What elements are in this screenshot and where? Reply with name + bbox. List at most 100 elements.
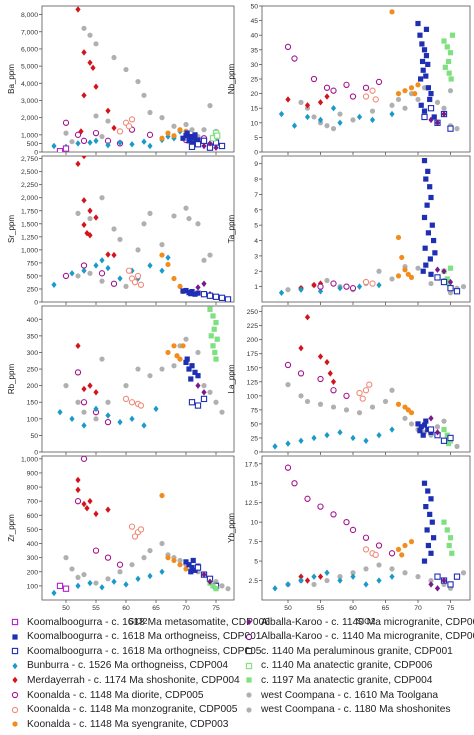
y-axis-label: Nb_ppm [227, 64, 236, 95]
data-point [105, 118, 111, 124]
data-point [93, 389, 99, 396]
data-point [105, 251, 111, 258]
data-point [75, 342, 81, 350]
data-point [427, 105, 435, 112]
legend-marker-icon [12, 633, 18, 640]
y-tick-label: 200 [27, 383, 39, 390]
data-point [363, 581, 369, 588]
data-point [285, 96, 291, 103]
data-point [63, 130, 69, 136]
data-point [75, 476, 81, 484]
data-point [75, 6, 81, 13]
data-point [447, 434, 454, 442]
data-point [194, 141, 202, 148]
data-point [87, 207, 93, 214]
data-point [369, 108, 376, 114]
y-tick-label: 3 [254, 253, 258, 260]
data-point [186, 366, 192, 372]
legend-marker-icon [246, 618, 252, 626]
legend-marker [11, 618, 19, 626]
data-point [291, 480, 298, 487]
data-point [362, 534, 370, 541]
data-point [330, 387, 337, 394]
data-point [80, 456, 88, 462]
legend-item: Koomalboogurra - c. 1618 Ma orthogneiss,… [8, 645, 261, 657]
data-point [425, 542, 431, 549]
data-point [376, 577, 382, 584]
y-tick-label: 750 [27, 260, 39, 267]
data-point [183, 205, 189, 211]
legend-item: Alballa-Karoo - c. 1140 Ma microgranite,… [242, 631, 474, 643]
legend-marker [245, 648, 253, 655]
y-tick-label: 25 [250, 77, 258, 84]
data-point [284, 464, 292, 471]
data-point [343, 519, 350, 526]
data-point [327, 370, 333, 377]
data-point [424, 527, 430, 533]
data-point [207, 389, 213, 395]
data-point [425, 426, 431, 433]
data-point [208, 333, 214, 339]
data-point [324, 577, 330, 584]
data-point [389, 573, 395, 580]
x-tick-label: 70 [182, 605, 190, 612]
data-point [62, 272, 70, 280]
y-tick-label: 600 [27, 513, 39, 520]
data-point [285, 440, 291, 447]
legend-marker-icon [246, 677, 252, 683]
data-point [75, 486, 81, 494]
data-point [330, 105, 337, 112]
legend-label: Koonalda - c. 1148 Ma diorite, CDP005 [27, 689, 204, 701]
data-point [93, 113, 99, 119]
data-point [395, 401, 402, 407]
data-point [399, 254, 405, 261]
y-tick-label: 300 [27, 555, 39, 562]
data-point [440, 437, 448, 444]
legend-marker [12, 677, 18, 684]
data-point [434, 274, 441, 281]
data-point [324, 93, 330, 100]
data-point [424, 202, 430, 208]
data-point [62, 119, 70, 126]
data-point [69, 566, 75, 572]
data-point [99, 133, 105, 140]
x-tick-label: 50 [284, 605, 292, 612]
data-point [317, 283, 324, 290]
legend-marker-icon [11, 706, 19, 713]
data-point [75, 273, 81, 279]
data-point [423, 53, 430, 59]
data-point [75, 399, 81, 405]
data-point [369, 404, 376, 410]
legend-marker-icon [11, 618, 19, 626]
data-point [192, 132, 198, 138]
data-point [81, 500, 87, 508]
legend-label: c. 1140 Ma peraluminous granite, CDP001 [261, 645, 453, 657]
data-point [441, 426, 447, 433]
data-point [428, 194, 434, 201]
data-point [87, 579, 93, 587]
data-point [188, 291, 194, 297]
data-point [417, 32, 423, 38]
data-point [447, 278, 454, 286]
data-point [330, 87, 337, 94]
data-point [81, 156, 87, 160]
data-point [104, 418, 112, 426]
y-tick-label: 2.5 [249, 578, 259, 585]
data-point [304, 577, 311, 584]
y-tick-label: 40 [250, 33, 258, 40]
data-point [171, 557, 177, 564]
data-point [141, 422, 147, 429]
data-point [200, 137, 208, 144]
legend-label: Koomalboogurra - c. 1618 Ma orthogneiss,… [27, 631, 262, 643]
data-point [218, 294, 226, 301]
data-point [105, 399, 111, 405]
data-point [422, 245, 428, 251]
x-tick-label: 70 [414, 605, 422, 612]
points-layer [57, 306, 225, 429]
data-point [57, 408, 63, 416]
data-point [214, 336, 220, 342]
data-point [186, 215, 192, 222]
y-tick-label: 2 [254, 269, 258, 276]
data-point [117, 569, 123, 575]
